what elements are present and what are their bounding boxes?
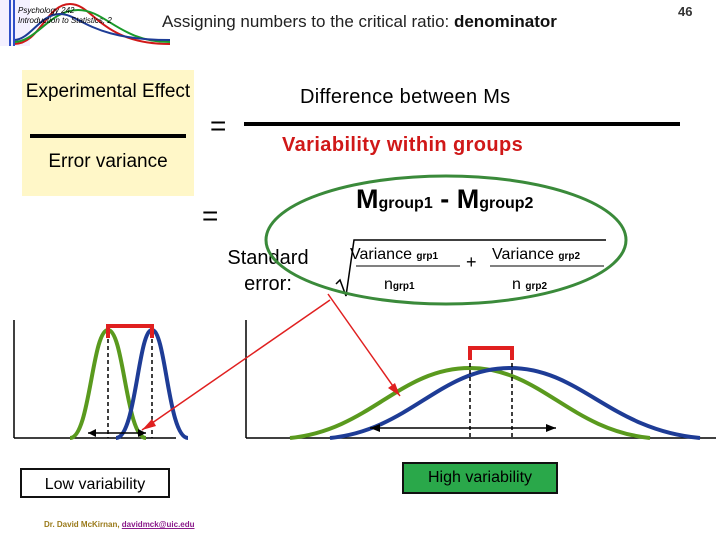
n-group2-sub: grp2 <box>525 281 548 292</box>
high-blue-curve <box>329 365 701 440</box>
mean-subscript-2: group2 <box>479 195 534 212</box>
variance-group2-main: Variance <box>492 246 559 263</box>
conceptual-formula-box <box>22 70 194 196</box>
error-variance-label: Error variance <box>48 151 168 172</box>
mean-minus: - M <box>432 184 480 214</box>
author-name: Dr. David McKirnan, <box>44 520 122 529</box>
square-root-sign <box>335 239 606 297</box>
n-group2: n grp2 <box>512 276 547 294</box>
variance-group1-main: Variance <box>350 246 417 263</box>
low-spread-arrowhead-left <box>88 429 96 437</box>
equals-sign-1: = <box>210 110 227 141</box>
variance-group1: Variance grp1 <box>350 246 438 264</box>
course-logo-text: Psychology 242 Introduction to Statistic… <box>18 6 112 25</box>
left-fraction-bar <box>30 134 186 138</box>
variability-within-groups-label: Variability within groups <box>282 134 524 156</box>
high-variability-label: High variability <box>402 462 558 494</box>
slide-title-prefix: Assigning numbers to the critical ratio: <box>162 12 454 31</box>
n-group1-main: n <box>384 276 393 293</box>
n-group2-main: n <box>512 276 526 293</box>
low-spread-arrowhead-right <box>138 429 146 437</box>
arrow-to-high-plot-head <box>388 383 400 396</box>
variance-group1-sub: grp1 <box>416 251 439 262</box>
plus-sign: + <box>466 252 477 272</box>
high-spread-arrowhead-right <box>546 424 556 432</box>
high-variability-plot <box>245 320 716 440</box>
standard-error-label: Standard error: <box>227 247 309 295</box>
arrow-to-low-plot-head <box>142 419 156 430</box>
author-email-link[interactable]: davidmck@uic.edu <box>121 520 195 529</box>
variability-highlight-ellipse <box>264 174 628 306</box>
mean-symbol-1: M <box>356 184 379 214</box>
mean-subscript-1: group1 <box>378 195 433 212</box>
slide-title: Assigning numbers to the critical ratio:… <box>162 12 557 32</box>
arrow-to-high-plot <box>327 293 401 397</box>
n-group1-sub: grp1 <box>392 281 415 292</box>
experimental-effect-label: Experimental Effect <box>25 81 191 102</box>
page-number: 46 <box>678 4 693 19</box>
author-credit: Dr. David McKirnan, davidmck@uic.edu <box>44 520 195 529</box>
low-variability-plot <box>13 320 189 440</box>
variance-group2-sub: grp2 <box>558 251 581 262</box>
low-mean-difference-bracket <box>106 324 154 338</box>
course-logo <box>0 0 170 46</box>
difference-between-means-label: Difference between Ms <box>300 86 511 108</box>
arrow-to-low-plot <box>141 299 331 431</box>
low-variability-label: Low variability <box>20 468 170 498</box>
variance-group2: Variance grp2 <box>492 246 580 264</box>
high-green-curve <box>289 365 651 440</box>
slide-title-emphasis: denominator <box>453 12 557 31</box>
pointer-arrows <box>141 293 401 431</box>
n-group1: ngrp1 <box>384 276 415 294</box>
right-fraction-bar <box>244 122 680 126</box>
mean-difference-formula: Mgroup1 - Mgroup2 <box>356 184 533 215</box>
high-spread-arrowhead-left <box>370 424 380 432</box>
equals-sign-2: = <box>202 200 219 231</box>
high-mean-difference-bracket <box>468 346 514 360</box>
